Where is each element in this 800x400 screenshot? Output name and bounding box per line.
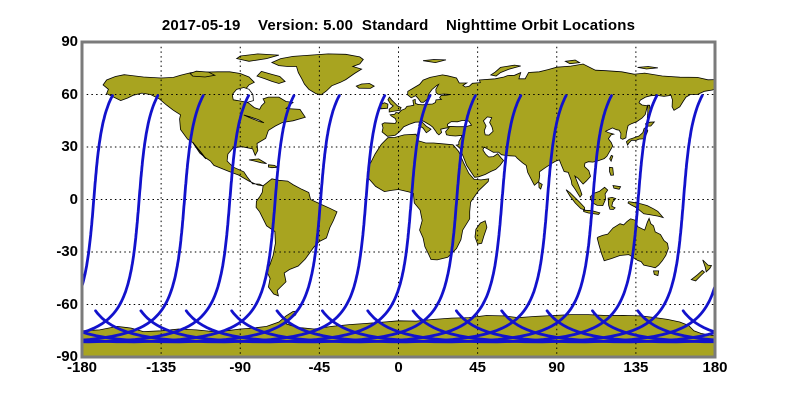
y-axis-tick-label: 60: [61, 85, 78, 103]
land-great-britain: [387, 96, 402, 113]
lake-caspian-sea: [482, 116, 494, 136]
land-nz-north: [702, 259, 713, 273]
land-luzon: [609, 166, 614, 176]
y-axis-tick-label: -30: [56, 243, 78, 260]
land-greenland: [270, 53, 364, 96]
orbit-track: [729, 96, 800, 342]
land-mindanao: [612, 185, 622, 190]
land-sulawesi: [607, 196, 617, 210]
x-axis-tick-label: 90: [548, 359, 566, 376]
land-ellesmere: [235, 53, 280, 62]
land-sri-lanka: [538, 181, 543, 190]
y-axis-tick-label: 90: [61, 33, 78, 50]
x-axis-tick-label: 135: [623, 359, 649, 376]
map-layers: [0, 42, 800, 357]
land-severnaya-zemlya: [564, 59, 581, 65]
land-borneo: [589, 186, 609, 207]
land-taiwan: [609, 154, 614, 163]
land-new-siberian-is: [637, 66, 658, 70]
land-south-america: [255, 178, 338, 297]
orbit-track: [82, 94, 114, 291]
orbit-track: [82, 94, 160, 335]
land-sumatra: [565, 189, 586, 211]
y-axis-tick-label: -60: [56, 295, 78, 313]
x-axis-tick-label: -180: [66, 359, 98, 376]
land-victoria-island: [189, 70, 217, 78]
plot-frame: [80, 40, 717, 359]
chart-title: 2017-05-19 Version: 5.00 Standard Nightt…: [161, 17, 636, 34]
land-cuba: [248, 158, 267, 164]
y-axis-tick-label: -90: [56, 348, 78, 365]
land-novaya-zemlya: [489, 64, 521, 77]
x-axis-tick-label: 45: [469, 359, 486, 376]
land-hispaniola: [268, 164, 279, 169]
x-axis-tick-label: -90: [229, 359, 252, 376]
x-axis-tick-label: 180: [702, 359, 728, 376]
orbit-track: [366, 94, 659, 344]
orbit-tracks: [0, 94, 800, 344]
orbit-track: [0, 96, 24, 342]
graticule: [82, 42, 715, 357]
x-axis-tick-label: -135: [146, 359, 177, 376]
land-eurasia: [381, 63, 715, 198]
land-svalbard: [423, 59, 447, 64]
lake-black-sea: [446, 119, 473, 128]
land-iceland: [355, 83, 375, 89]
orbit-track: [774, 96, 800, 342]
land-north-america: [102, 71, 306, 187]
land-tasmania: [652, 270, 660, 277]
land-nz-south: [690, 269, 706, 282]
orbit-track: [411, 94, 704, 344]
x-axis-tick-label: 0: [394, 359, 403, 376]
land-baffin: [256, 70, 286, 84]
y-axis-tick-label: 30: [61, 138, 78, 155]
x-axis-tick-label: -45: [308, 359, 331, 376]
lake-great-lakes: [243, 114, 265, 124]
y-axis-tick-label: 0: [69, 190, 78, 208]
